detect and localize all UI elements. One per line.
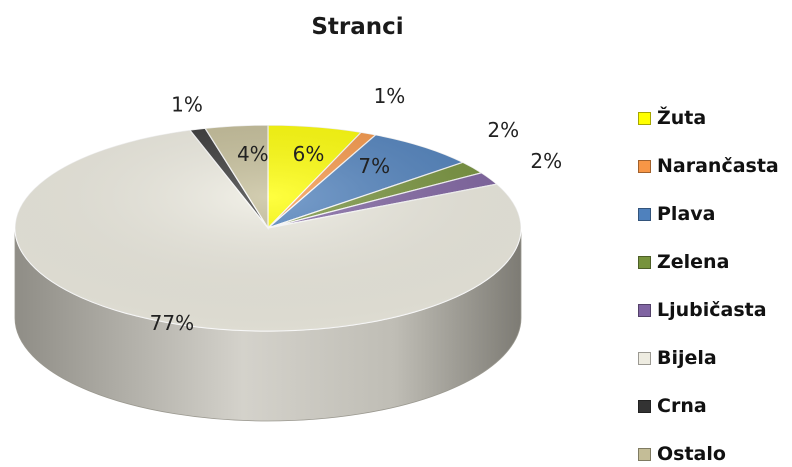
legend-item-5: Ljubičasta (638, 297, 779, 323)
legend-swatch (638, 207, 651, 221)
legend-item-3: Plava (638, 201, 779, 227)
legend-item-6: Bijela (638, 345, 779, 371)
legend-label: Crna (657, 395, 707, 417)
legend-item-1: Žuta (638, 105, 779, 131)
legend-label: Ostalo (657, 443, 726, 465)
legend-label: Ljubičasta (657, 299, 767, 321)
data-label-3: 7% (358, 154, 390, 178)
legend-item-4: Zelena (638, 249, 779, 275)
legend-swatch (638, 351, 651, 365)
legend-label: Zelena (657, 251, 730, 273)
legend-item-2: Narančasta (638, 153, 779, 179)
legend-label: Narančasta (657, 155, 779, 177)
legend-label: Plava (657, 203, 716, 225)
legend-label: Žuta (657, 107, 707, 129)
legend-swatch (638, 447, 651, 461)
legend-item-8: Ostalo (638, 441, 779, 467)
legend-swatch (638, 159, 651, 173)
legend-item-7: Crna (638, 393, 779, 419)
legend-label: Bijela (657, 347, 717, 369)
data-label-7: 1% (171, 92, 203, 116)
data-label-4: 2% (487, 118, 519, 142)
legend: Žuta Narančasta Plava Zelena Ljubičasta Bijel… (638, 105, 779, 467)
data-label-8: 4% (237, 142, 269, 166)
data-label-5: 2% (530, 149, 562, 173)
data-label-2: 1% (374, 84, 406, 108)
chart-title: Stranci (311, 14, 404, 40)
legend-swatch (638, 255, 651, 269)
legend-swatch (638, 303, 651, 317)
data-label-1: 6% (293, 142, 325, 166)
data-label-6: 77% (150, 311, 194, 335)
legend-swatch (638, 111, 651, 125)
legend-swatch (638, 399, 651, 413)
pie-label-layer: 6% 1% 7% 2% 2% 77% 1% 4% (150, 84, 563, 335)
